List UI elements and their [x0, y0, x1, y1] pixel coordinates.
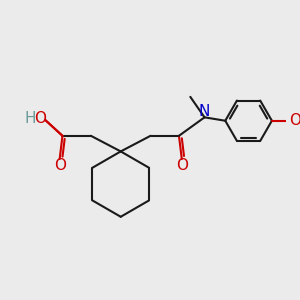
Text: O: O	[176, 158, 188, 173]
Text: H: H	[25, 111, 36, 126]
Text: N: N	[199, 103, 210, 118]
Text: O: O	[34, 111, 46, 126]
Text: O: O	[54, 158, 66, 173]
Text: O: O	[289, 113, 300, 128]
